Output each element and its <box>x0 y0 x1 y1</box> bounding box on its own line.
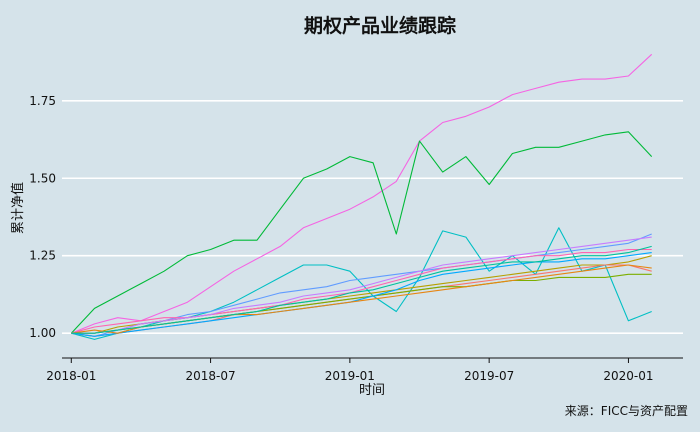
y-tick-label: 1.75 <box>29 94 56 108</box>
x-tick-label: 2020-01 <box>603 369 653 383</box>
y-axis-title: 累计净值 <box>10 182 26 234</box>
series-line-8 <box>71 248 652 334</box>
series-line-2 <box>70 131 653 334</box>
series-line-3 <box>71 227 652 340</box>
x-tick-label: 2018-01 <box>46 369 96 383</box>
series-line-9 <box>71 236 652 334</box>
y-tick-label: 1.50 <box>29 171 56 185</box>
x-tick-label: 2019-01 <box>325 369 375 383</box>
y-tick-label: 1.25 <box>29 249 56 263</box>
y-ticks: 1.00 1.25 1.50 1.75 <box>29 94 56 340</box>
chart-title: 期权产品业绩跟踪 <box>304 14 456 37</box>
series-layer <box>70 53 653 340</box>
series-line-12 <box>71 245 652 334</box>
grid-lines <box>62 99 683 335</box>
x-tick-label: 2018-07 <box>186 369 236 383</box>
series-line-4 <box>71 233 652 337</box>
x-axis-title: 时间 <box>359 383 385 398</box>
source-caption: 来源：FICC与资产配置 <box>565 404 688 418</box>
series-line-10 <box>71 252 652 337</box>
y-tick-label: 1.00 <box>29 326 56 340</box>
x-ticks: 2018-01 2018-07 2019-01 2019-07 2020-01 <box>46 358 654 383</box>
x-tick-label: 2019-07 <box>464 369 514 383</box>
series-line-1 <box>71 53 653 334</box>
